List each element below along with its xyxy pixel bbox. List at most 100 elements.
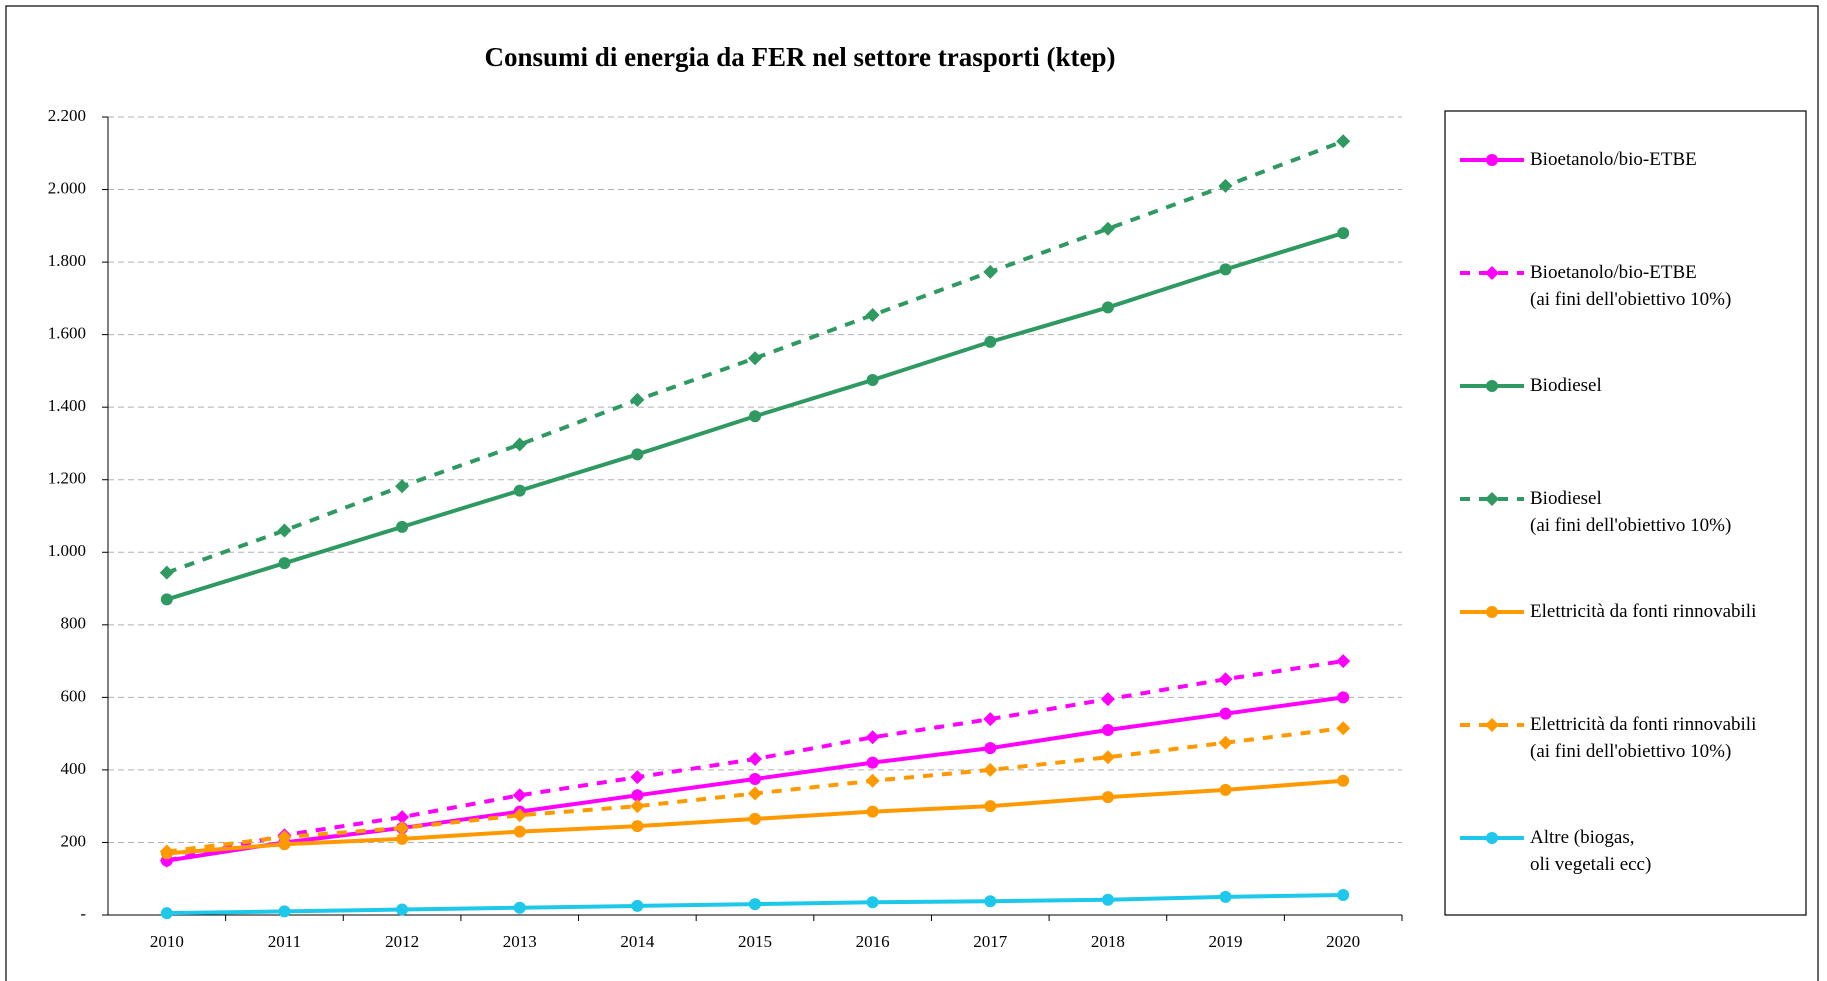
legend-box: [1444, 110, 1807, 916]
marker: [160, 593, 173, 606]
marker: [748, 752, 762, 767]
y-tick-label: -: [80, 904, 86, 923]
marker: [1486, 606, 1498, 618]
y-tick-label: 400: [61, 759, 87, 778]
marker: [631, 820, 644, 833]
marker: [395, 479, 410, 494]
x-tick-label: 2016: [856, 932, 890, 951]
y-tick-label: 1.200: [48, 469, 86, 488]
marker: [749, 410, 761, 423]
legend-label: Elettricità da fonti rinnovabili (ai fin…: [1530, 714, 1757, 762]
marker: [1218, 735, 1233, 750]
chart-title: Consumi di energia da FER nel settore tr…: [485, 42, 1116, 72]
marker: [984, 800, 997, 813]
marker: [1100, 750, 1115, 765]
marker: [865, 308, 880, 323]
marker: [1101, 791, 1114, 804]
legend-label: Bioetanolo/bio-ETBE: [1530, 149, 1697, 170]
marker: [1485, 492, 1499, 506]
marker: [1336, 134, 1351, 149]
marker: [1101, 301, 1114, 314]
legend-label: Biodiesel (ai fini dell'obiettivo 10%): [1530, 488, 1732, 536]
marker: [1218, 178, 1233, 193]
y-tick-label: 1.400: [48, 396, 86, 415]
marker: [984, 335, 997, 348]
y-tick-label: 800: [61, 614, 87, 633]
marker: [1486, 380, 1498, 392]
x-tick-label: 2011: [268, 932, 301, 951]
y-tick-label: 200: [61, 831, 87, 850]
marker: [512, 808, 527, 823]
legend-label: Altre (biogas, oli vegetali ecc): [1530, 827, 1652, 875]
legend-label: Elettricità da fonti rinnovabili: [1530, 601, 1757, 622]
marker: [278, 557, 291, 570]
marker: [277, 830, 292, 845]
marker: [1101, 724, 1114, 737]
marker: [866, 896, 879, 909]
marker: [159, 565, 174, 580]
marker: [1336, 654, 1351, 669]
marker: [983, 264, 998, 279]
legend-label: Bioetanolo/bio-ETBE (ai fini dell'obiett…: [1530, 262, 1732, 310]
marker: [160, 907, 173, 920]
marker: [630, 392, 645, 407]
x-tick-label: 2018: [1091, 932, 1125, 951]
marker: [984, 742, 997, 755]
marker: [1337, 691, 1350, 704]
x-tick-label: 2015: [738, 932, 772, 951]
marker: [396, 903, 409, 916]
marker: [749, 772, 761, 785]
marker: [866, 805, 879, 818]
marker: [513, 484, 526, 497]
x-tick-label: 2013: [503, 932, 537, 951]
marker: [748, 786, 762, 801]
marker: [631, 899, 644, 912]
x-tick-label: 2010: [150, 932, 184, 951]
marker: [1219, 783, 1232, 796]
marker: [749, 812, 761, 825]
marker: [866, 373, 879, 386]
x-tick-label: 2017: [973, 932, 1008, 951]
marker: [865, 773, 880, 788]
marker: [631, 448, 644, 461]
marker: [983, 762, 998, 777]
legend-label: Biodiesel: [1530, 375, 1602, 396]
marker: [631, 789, 644, 802]
x-tick-label: 2012: [385, 932, 419, 951]
y-tick-label: 2.200: [48, 106, 86, 125]
y-tick-label: 1.000: [48, 541, 86, 560]
x-tick-label: 2014: [620, 932, 655, 951]
marker: [866, 756, 879, 769]
marker: [396, 832, 409, 845]
marker: [1219, 890, 1232, 903]
marker: [159, 844, 174, 859]
marker: [1337, 227, 1350, 240]
marker: [512, 788, 527, 803]
marker: [396, 520, 409, 533]
marker: [513, 901, 526, 914]
marker: [1485, 718, 1499, 732]
marker: [1218, 672, 1233, 687]
marker: [278, 838, 291, 851]
x-tick-label: 2020: [1326, 932, 1360, 951]
marker: [1337, 774, 1350, 787]
marker: [749, 898, 761, 911]
marker: [1101, 893, 1114, 906]
marker: [983, 712, 998, 727]
marker: [1100, 692, 1115, 707]
marker: [984, 895, 997, 908]
y-tick-label: 600: [61, 686, 87, 705]
marker: [748, 351, 762, 366]
marker: [1336, 721, 1351, 736]
x-tick-label: 2019: [1209, 932, 1243, 951]
marker: [1486, 154, 1498, 166]
marker: [277, 523, 292, 538]
marker: [1486, 832, 1498, 844]
y-tick-label: 1.600: [48, 324, 86, 343]
marker: [278, 905, 291, 918]
y-tick-label: 2.000: [48, 178, 86, 197]
marker: [512, 437, 527, 452]
marker: [1337, 889, 1350, 902]
